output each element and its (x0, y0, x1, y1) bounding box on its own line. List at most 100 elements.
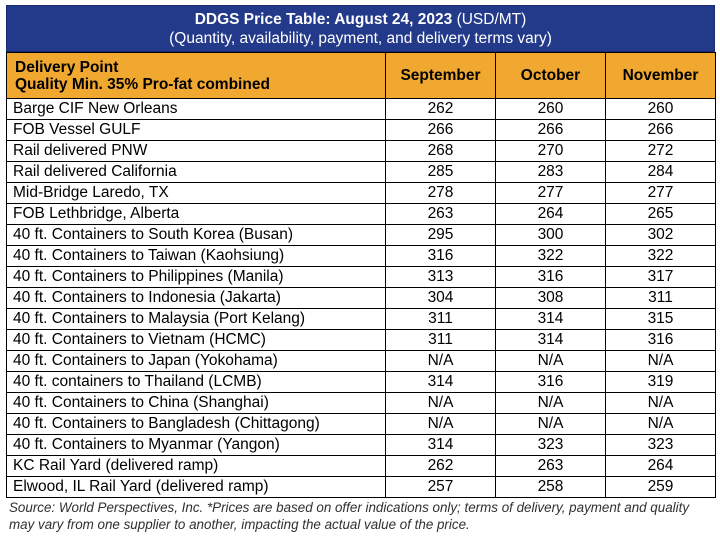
september-price-cell: 314 (385, 434, 496, 456)
september-price-cell: 268 (385, 140, 496, 162)
november-price-cell: 265 (605, 203, 716, 225)
source-note: Source: World Perspectives, Inc. *Prices… (9, 500, 690, 532)
october-price-cell: 264 (495, 203, 606, 225)
september-price-cell: 316 (385, 245, 496, 267)
table-title-bar: DDGS Price Table: August 24, 2023 (USD/M… (6, 5, 715, 52)
table-row: KC Rail Yard (delivered ramp) 262 263 264 (6, 455, 716, 477)
delivery-point-cell: 40 ft. Containers to Philippines (Manila… (6, 266, 386, 288)
november-price-cell: 264 (605, 455, 716, 477)
october-price-cell: 283 (495, 161, 606, 183)
table-row: 40 ft. Containers to Taiwan (Kaohsiung) 3… (6, 245, 716, 267)
october-price-cell: 266 (495, 119, 606, 141)
delivery-point-cell: FOB Lethbridge, Alberta (6, 203, 386, 225)
header-row: Delivery Point Quality Min. 35% Pro-fat … (6, 52, 716, 99)
october-price-cell: N/A (495, 350, 606, 372)
delivery-point-cell: Barge CIF New Orleans (6, 98, 386, 120)
november-price-cell: 317 (605, 266, 716, 288)
november-price-cell: N/A (605, 413, 716, 435)
september-price-cell: N/A (385, 392, 496, 414)
table-row: FOB Vessel GULF 266 266 266 (6, 119, 716, 141)
delivery-point-cell: 40 ft. Containers to Vietnam (HCMC) (6, 329, 386, 351)
delivery-point-header: Delivery Point Quality Min. 35% Pro-fat … (6, 52, 386, 99)
september-price-cell: 266 (385, 119, 496, 141)
october-price-cell: 316 (495, 371, 606, 393)
october-price-cell: 323 (495, 434, 606, 456)
november-price-cell: 260 (605, 98, 716, 120)
table-row: Rail delivered PNW 268 270 272 (6, 140, 716, 162)
table-body: Barge CIF New Orleans 262 260 260 FOB Vessel… (6, 98, 716, 498)
november-price-cell: 277 (605, 182, 716, 204)
table-row: 40 ft. Containers to Philippines (Manila… (6, 266, 716, 288)
november-price-cell: 259 (605, 476, 716, 498)
table-row: 40 ft. Containers to Vietnam (HCMC) 311 31… (6, 329, 716, 351)
table-row: Barge CIF New Orleans 262 260 260 (6, 98, 716, 120)
november-price-cell: 315 (605, 308, 716, 330)
delivery-point-header-line1: Delivery Point (15, 58, 119, 76)
delivery-point-cell: 40 ft. Containers to China (Shanghai) (6, 392, 386, 414)
delivery-point-cell: 40 ft. Containers to Indonesia (Jakarta) (6, 287, 386, 309)
november-price-cell: 272 (605, 140, 716, 162)
september-price-cell: N/A (385, 350, 496, 372)
september-price-cell: 295 (385, 224, 496, 246)
delivery-point-cell: FOB Vessel GULF (6, 119, 386, 141)
price-table: Delivery Point Quality Min. 35% Pro-fat … (6, 52, 716, 498)
november-price-cell: 322 (605, 245, 716, 267)
october-price-cell: 308 (495, 287, 606, 309)
delivery-point-cell: 40 ft. Containers to Myanmar (Yangon) (6, 434, 386, 456)
october-price-cell: N/A (495, 413, 606, 435)
table-row: Elwood, IL Rail Yard (delivered ramp) 257… (6, 476, 716, 498)
september-price-cell: 313 (385, 266, 496, 288)
month-header-october: October (495, 52, 606, 99)
october-price-cell: N/A (495, 392, 606, 414)
delivery-point-cell: 40 ft. containers to Thailand (LCMB) (6, 371, 386, 393)
table-row: 40 ft. Containers to China (Shanghai) N/A… (6, 392, 716, 414)
table-row: 40 ft. Containers to Myanmar (Yangon) 314… (6, 434, 716, 456)
table-title: DDGS Price Table: August 24, 2023 (194, 11, 453, 28)
september-price-cell: 311 (385, 308, 496, 330)
table-row: 40 ft. Containers to Malaysia (Port Kela… (6, 308, 716, 330)
september-price-cell: 262 (385, 98, 496, 120)
september-price-cell: 311 (385, 329, 496, 351)
october-price-cell: 314 (495, 308, 606, 330)
october-price-cell: 316 (495, 266, 606, 288)
september-price-cell: 304 (385, 287, 496, 309)
october-price-cell: 314 (495, 329, 606, 351)
delivery-point-cell: 40 ft. Containers to South Korea (Busan) (6, 224, 386, 246)
september-price-cell: 262 (385, 455, 496, 477)
september-price-cell: 285 (385, 161, 496, 183)
november-price-cell: N/A (605, 350, 716, 372)
delivery-point-cell: Mid-Bridge Laredo, TX (6, 182, 386, 204)
table-row: 40 ft. containers to Thailand (LCMB) 314 3… (6, 371, 716, 393)
october-price-cell: 263 (495, 455, 606, 477)
november-price-cell: 316 (605, 329, 716, 351)
table-row: 40 ft. Containers to Indonesia (Jakarta)… (6, 287, 716, 309)
november-price-cell: N/A (605, 392, 716, 414)
month-header-november: November (605, 52, 716, 99)
month-header-september: September (385, 52, 496, 99)
delivery-point-cell: 40 ft. Containers to Taiwan (Kaohsiung) (6, 245, 386, 267)
delivery-point-cell: Rail delivered California (6, 161, 386, 183)
october-price-cell: 322 (495, 245, 606, 267)
table-subtitle: (Quantity, availability, payment, and de… (169, 30, 552, 47)
september-price-cell: 257 (385, 476, 496, 498)
price-table-container: DDGS Price Table: August 24, 2023 (USD/M… (6, 5, 716, 533)
october-price-cell: 270 (495, 140, 606, 162)
table-row: FOB Lethbridge, Alberta 263 264 265 (6, 203, 716, 225)
delivery-point-cell: Elwood, IL Rail Yard (delivered ramp) (6, 476, 386, 498)
september-price-cell: 314 (385, 371, 496, 393)
delivery-point-header-line2: Quality Min. 35% Pro-fat combined (15, 75, 270, 93)
november-price-cell: 302 (605, 224, 716, 246)
september-price-cell: 263 (385, 203, 496, 225)
table-unit: (USD/MT) (456, 11, 527, 28)
october-price-cell: 258 (495, 476, 606, 498)
delivery-point-cell: 40 ft. Containers to Bangladesh (Chittag… (6, 413, 386, 435)
november-price-cell: 319 (605, 371, 716, 393)
november-price-cell: 266 (605, 119, 716, 141)
delivery-point-cell: KC Rail Yard (delivered ramp) (6, 455, 386, 477)
table-row: Rail delivered California 285 283 284 (6, 161, 716, 183)
september-price-cell: N/A (385, 413, 496, 435)
october-price-cell: 277 (495, 182, 606, 204)
november-price-cell: 311 (605, 287, 716, 309)
october-price-cell: 300 (495, 224, 606, 246)
table-row: Mid-Bridge Laredo, TX 278 277 277 (6, 182, 716, 204)
